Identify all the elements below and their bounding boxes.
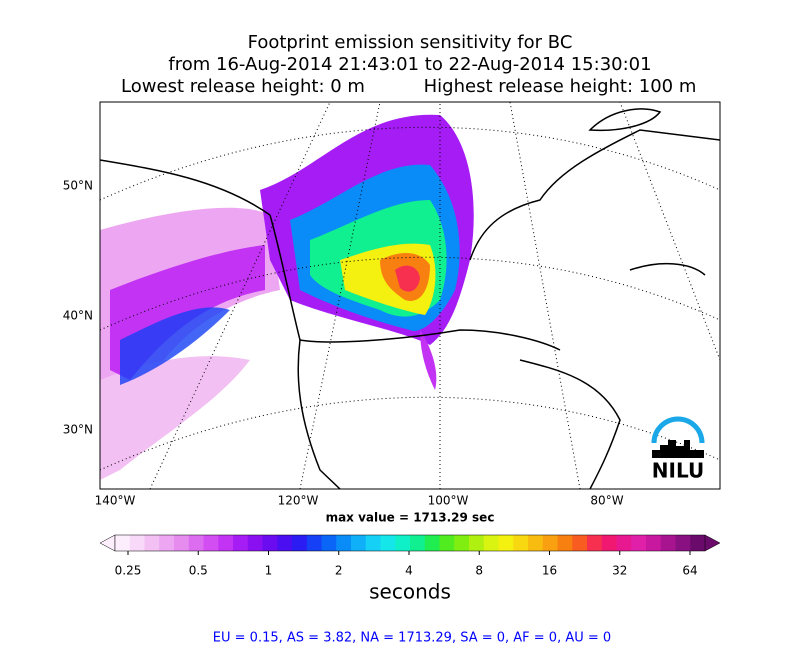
colorbar-bin (513, 535, 529, 551)
colorbar-bin (129, 535, 145, 551)
colorbar-bin (424, 535, 440, 551)
plume (100, 114, 474, 480)
footer: EU = 0.15, AS = 3.82, NA = 1713.29, SA =… (213, 631, 611, 646)
highest-height: Highest release height: 100 m (424, 76, 697, 97)
colorbar-bin (351, 535, 367, 551)
lon-label: 140°W (95, 494, 136, 508)
colorbar-tick-label: 0.5 (189, 564, 208, 578)
lon-label: 80°W (590, 494, 623, 508)
lat-label: 50°N (63, 179, 93, 193)
colorbar-bin (115, 535, 131, 551)
colorbar-bin (498, 535, 514, 551)
colorbar-bin (410, 535, 426, 551)
colorbar-tick-label: 0.25 (115, 564, 142, 578)
colorbar-bin (557, 535, 573, 551)
colorbar-bin (469, 535, 485, 551)
colorbar-bin (262, 535, 278, 551)
colorbar-bin (203, 535, 219, 551)
colorbar-bin (336, 535, 352, 551)
colorbar-end (99, 534, 116, 552)
colorbar-bin (660, 535, 676, 551)
colorbar-tick-label: 8 (475, 564, 483, 578)
colorbar-bin (247, 535, 263, 551)
colorbar-bin (159, 535, 175, 551)
coastlines (100, 108, 720, 489)
period: from 16-Aug-2014 21:43:01 to 22-Aug-2014… (168, 54, 651, 75)
colorbar-bin (646, 535, 662, 551)
colorbar-bin (483, 535, 499, 551)
colorbar-bin (321, 535, 337, 551)
lon-label: 120°W (278, 494, 319, 508)
colorbar-bin (439, 535, 455, 551)
colorbar-bin (292, 535, 308, 551)
colorbar-bin (174, 535, 190, 551)
colorbar-bin (277, 535, 293, 551)
map (100, 102, 720, 489)
colorbar-bin (144, 535, 160, 551)
colorbar-bin (380, 535, 396, 551)
colorbar-label: seconds (369, 580, 451, 604)
colorbar-bin (528, 535, 544, 551)
colorbar-bin (188, 535, 204, 551)
colorbar-tick-label: 32 (612, 564, 627, 578)
colorbar-end (704, 534, 721, 552)
colorbar-frame (114, 534, 706, 552)
colorbar-bin (616, 535, 632, 551)
colorbar-bin (675, 535, 691, 551)
colorbar-bin (631, 535, 647, 551)
colorbar-bin (690, 535, 706, 551)
map-frame (99, 101, 721, 490)
colorbar-tick-label: 2 (335, 564, 343, 578)
colorbar-bin (233, 535, 249, 551)
graticule (100, 102, 720, 489)
lat-label: 40°N (63, 309, 93, 323)
logo: NILU (651, 416, 705, 483)
colorbar-bin (306, 535, 322, 551)
colorbar-bin (395, 535, 411, 551)
colorbar-tick-label: 64 (682, 564, 697, 578)
colorbar-bin (542, 535, 558, 551)
colorbar-tick-label: 16 (542, 564, 557, 578)
colorbar-bin (601, 535, 617, 551)
colorbar-bin (587, 535, 603, 551)
lowest-height: Lowest release height: 0 m (121, 76, 365, 97)
lat-label: 30°N (63, 423, 93, 437)
colorbar-bin (365, 535, 381, 551)
colorbar-bin (218, 535, 234, 551)
colorbar-tick-label: 4 (405, 564, 413, 578)
lon-label: 100°W (428, 494, 469, 508)
max-value: max value = 1713.29 sec (326, 511, 495, 525)
colorbar-bin (572, 535, 588, 551)
title: Footprint emission sensitivity for BC (248, 32, 573, 53)
colorbar-bin (454, 535, 470, 551)
logo-text: NILU (652, 459, 704, 483)
colorbar-tick-label: 1 (265, 564, 273, 578)
